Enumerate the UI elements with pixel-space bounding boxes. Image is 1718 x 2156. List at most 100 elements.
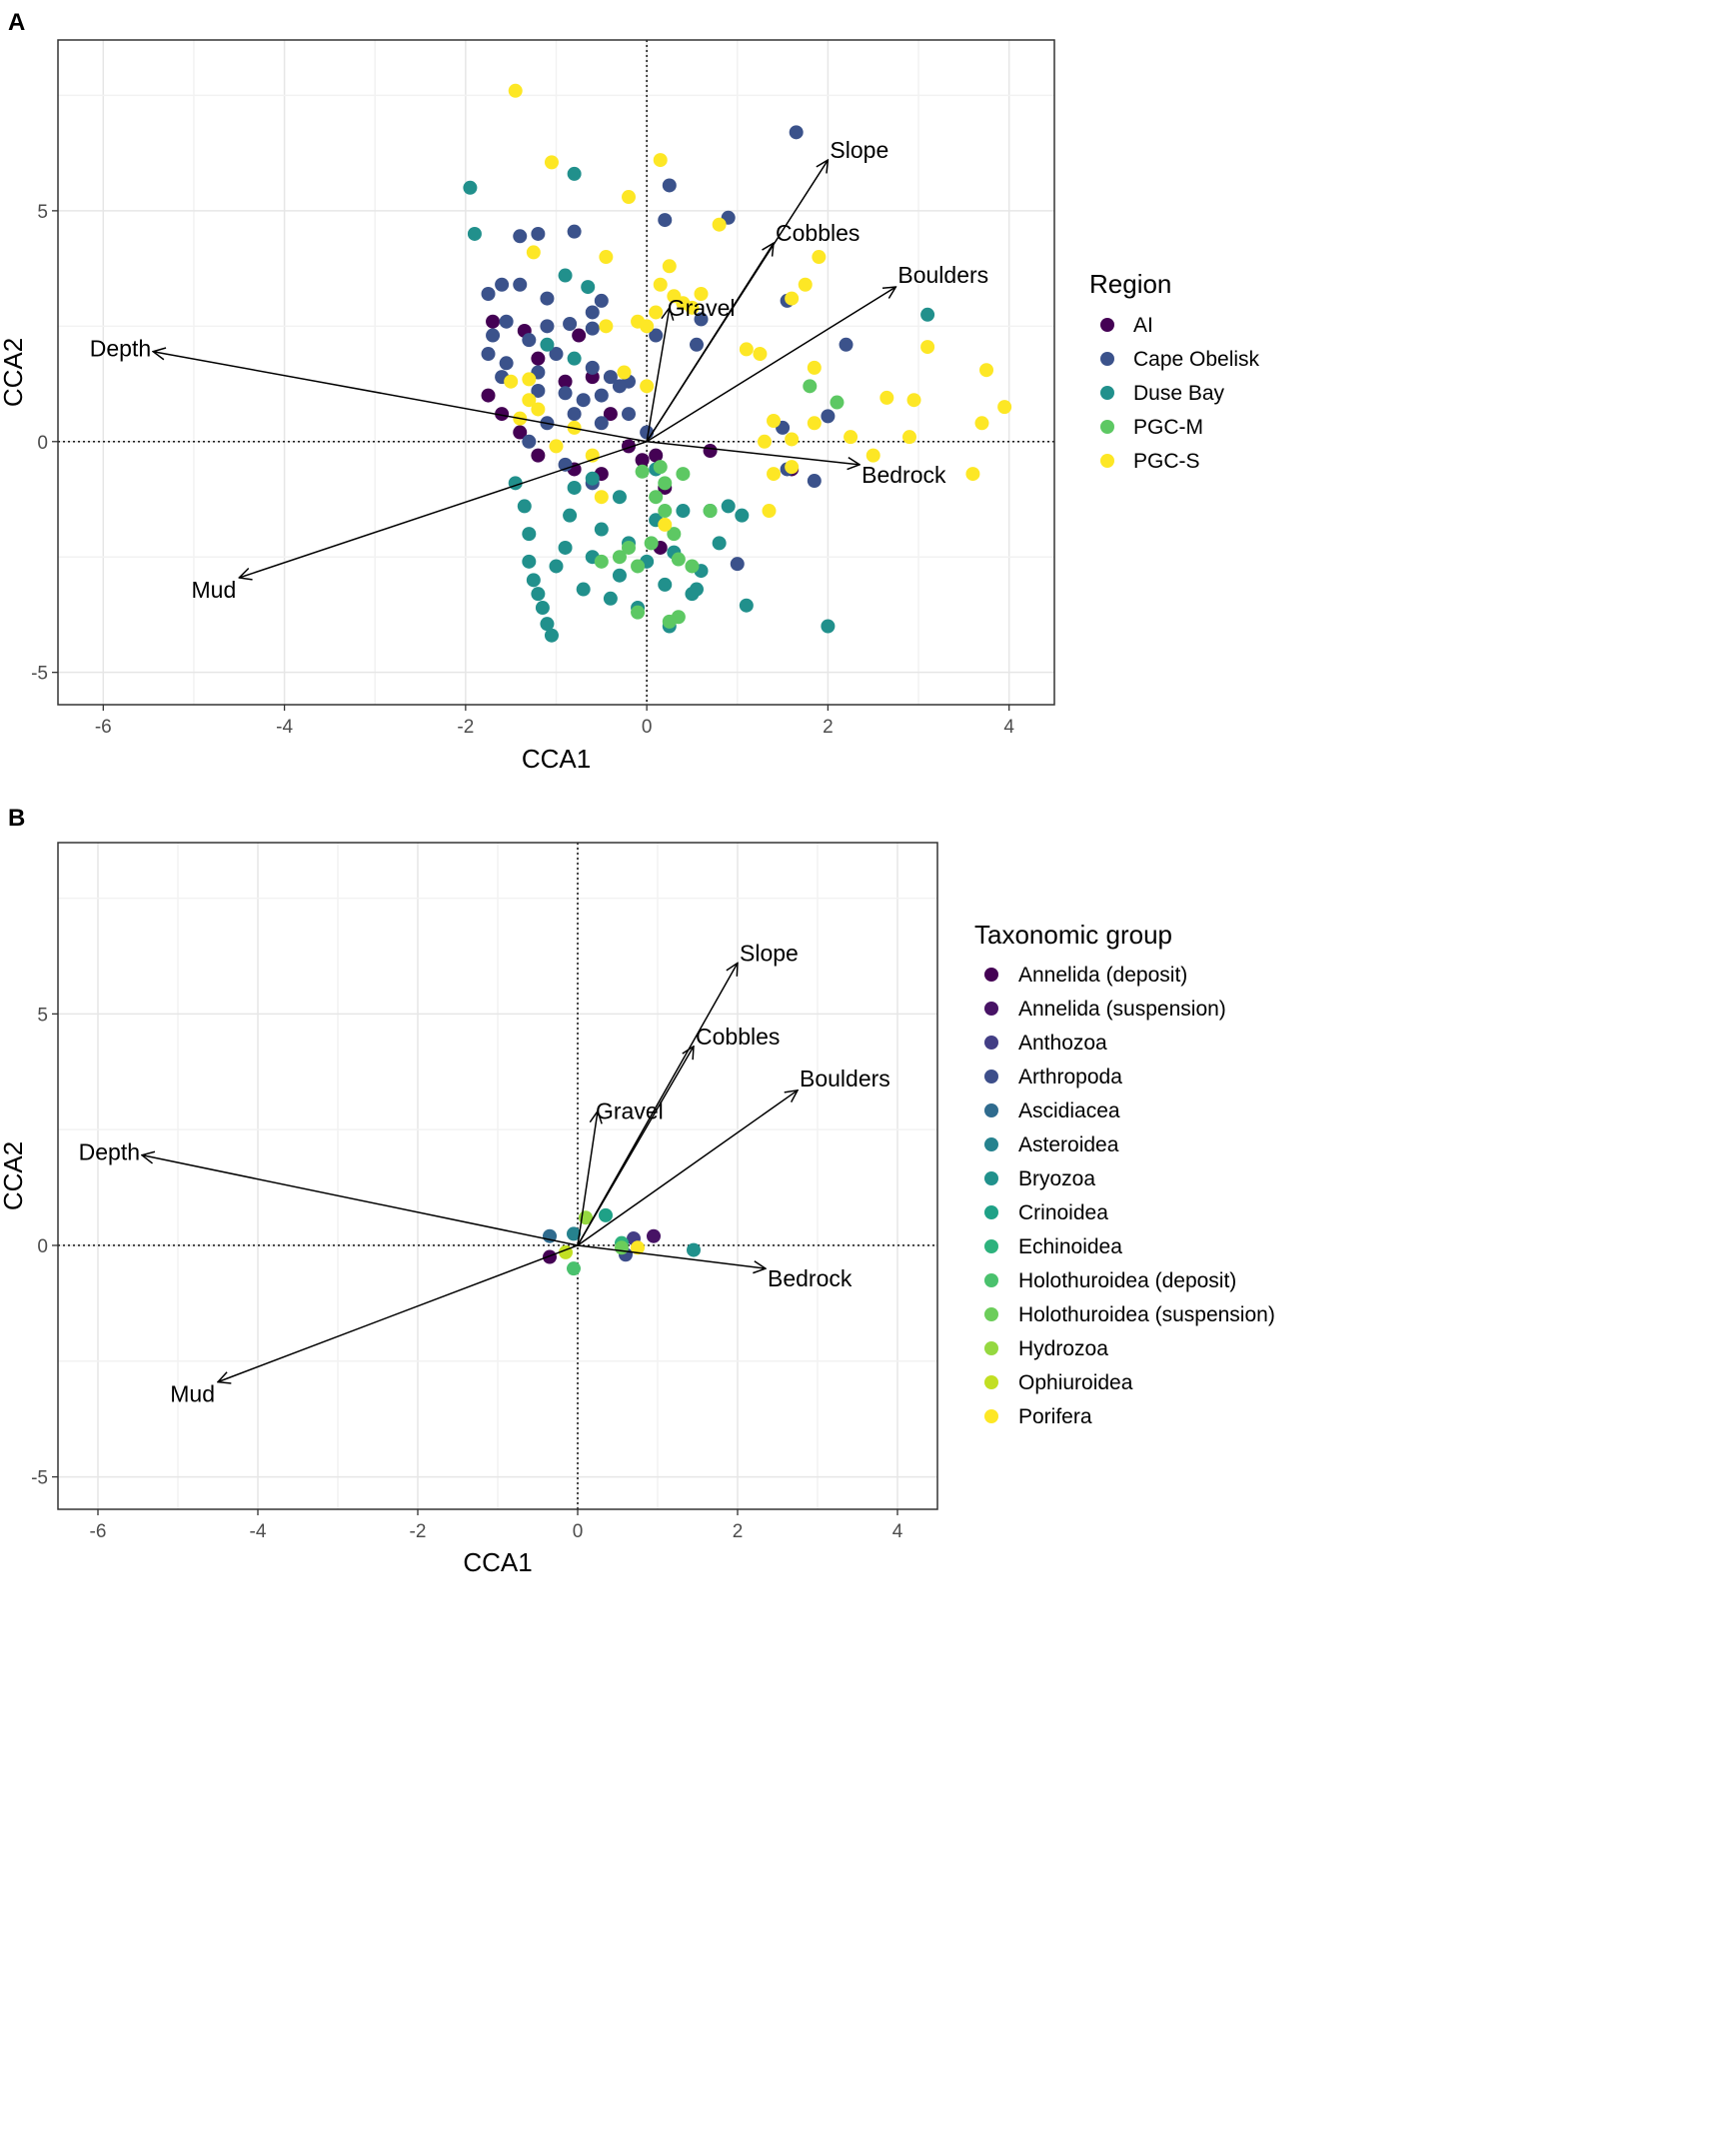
x-tick-label: 0 bbox=[642, 717, 653, 738]
vector-bedrock bbox=[647, 441, 859, 465]
legend-key bbox=[1100, 318, 1114, 332]
point-pgc-s bbox=[631, 314, 646, 329]
vector-label-gravel: Gravel bbox=[668, 295, 736, 321]
point-duse-bay bbox=[549, 559, 564, 574]
x-axis-title: CCA1 bbox=[463, 1547, 532, 1577]
point-pgc-s bbox=[753, 347, 768, 362]
vector-boulders bbox=[646, 287, 895, 443]
point-pgc-m bbox=[658, 504, 673, 519]
point-cape-obelisk bbox=[585, 321, 600, 336]
plot-border bbox=[57, 39, 1055, 706]
point-ai bbox=[703, 444, 718, 459]
point-duse-bay bbox=[581, 280, 596, 295]
point-pgc-m bbox=[703, 504, 718, 519]
point-pgc-s bbox=[785, 460, 800, 475]
point-pgc-m bbox=[662, 614, 677, 629]
vector-label-depth: Depth bbox=[79, 1139, 140, 1165]
vector-label-boulders: Boulders bbox=[800, 1066, 890, 1091]
point-pgc-s bbox=[901, 430, 916, 445]
legend-key bbox=[984, 1273, 998, 1287]
vector-boulders bbox=[577, 1090, 798, 1246]
point-pgc-s bbox=[807, 416, 822, 431]
legend-label: Echinoidea bbox=[1018, 1235, 1122, 1258]
point-pgc-s bbox=[658, 517, 673, 532]
point-cape-obelisk bbox=[594, 416, 609, 431]
point-duse-bay bbox=[594, 522, 609, 537]
legend-title: Region bbox=[1089, 269, 1171, 299]
panel-a: A Slope Cobbles Boulders Gravel Depth Bedrock M… bbox=[0, 9, 1260, 774]
point-cape-obelisk bbox=[730, 557, 745, 572]
point-duse-bay bbox=[735, 508, 750, 523]
legend-key bbox=[984, 1375, 998, 1389]
point-pgc-m bbox=[622, 540, 637, 555]
legend-label: Ascidiacea bbox=[1018, 1099, 1120, 1122]
legend-label: Hydrozoa bbox=[1018, 1337, 1108, 1360]
legend-label: Ophiuroidea bbox=[1018, 1371, 1133, 1394]
point-cape-obelisk bbox=[558, 386, 573, 401]
point-pgc-s bbox=[920, 340, 935, 355]
point-pgc-s bbox=[622, 190, 637, 205]
vector-depth bbox=[153, 352, 648, 443]
vector-label-cobbles: Cobbles bbox=[696, 1024, 780, 1050]
point-cape-obelisk bbox=[603, 370, 618, 385]
x-tick-label: -6 bbox=[90, 1521, 107, 1542]
point-cape-obelisk bbox=[689, 337, 704, 352]
point-pgc-m bbox=[631, 559, 646, 574]
legend-key bbox=[984, 1307, 998, 1321]
point-pgc-s bbox=[522, 393, 537, 408]
point-duse-bay bbox=[612, 490, 627, 505]
legend-label: Arthropoda bbox=[1018, 1066, 1122, 1088]
point-duse-bay bbox=[467, 226, 482, 241]
point-ai bbox=[495, 407, 510, 422]
legend-key bbox=[984, 1070, 998, 1083]
legend-key bbox=[984, 1002, 998, 1016]
legend-label: Duse Bay bbox=[1133, 382, 1225, 405]
point-ai bbox=[531, 448, 546, 463]
point-pgc-s bbox=[879, 390, 894, 405]
point-cape-obelisk bbox=[522, 434, 537, 449]
y-axis-title: CCA2 bbox=[0, 1141, 28, 1210]
point-pgc-s bbox=[599, 250, 614, 265]
point-bryozoa bbox=[687, 1242, 701, 1257]
point-pgc-s bbox=[685, 300, 700, 315]
point-pgc-s bbox=[767, 413, 782, 428]
x-axis-title: CCA1 bbox=[522, 744, 591, 774]
point-pgc-m bbox=[685, 559, 700, 574]
point-annelida-deposit- bbox=[543, 1249, 557, 1264]
x-tick-label: 4 bbox=[892, 1521, 903, 1542]
point-pgc-s bbox=[767, 467, 782, 482]
point-pgc-m bbox=[653, 460, 668, 475]
point-duse-bay bbox=[585, 471, 600, 486]
legend-key bbox=[984, 1036, 998, 1050]
legend-label: Porifera bbox=[1018, 1405, 1092, 1428]
point-cape-obelisk bbox=[481, 347, 496, 362]
legend-key bbox=[984, 1239, 998, 1253]
point-cape-obelisk bbox=[694, 312, 709, 327]
point-duse-bay bbox=[658, 577, 673, 592]
point-pgc-s bbox=[617, 365, 632, 380]
point-pgc-s bbox=[599, 319, 614, 334]
vector-label-bedrock: Bedrock bbox=[768, 1265, 853, 1291]
point-duse-bay bbox=[558, 268, 573, 283]
point-pgc-s bbox=[974, 416, 989, 431]
vector-label-bedrock: Bedrock bbox=[861, 462, 946, 488]
point-cape-obelisk bbox=[658, 213, 673, 228]
x-tick-label: -4 bbox=[276, 717, 293, 738]
point-cape-obelisk bbox=[567, 407, 582, 422]
point-duse-bay bbox=[567, 166, 582, 181]
point-cape-obelisk bbox=[499, 314, 514, 329]
point-duse-bay bbox=[517, 499, 532, 514]
legend-label: Cape Obelisk bbox=[1133, 348, 1260, 371]
point-ai bbox=[531, 351, 546, 366]
point-asteroidea bbox=[567, 1226, 581, 1241]
point-duse-bay bbox=[721, 499, 736, 514]
point-duse-bay bbox=[531, 587, 546, 602]
point-duse-bay bbox=[576, 582, 591, 597]
plot-border bbox=[57, 842, 938, 1510]
point-cape-obelisk bbox=[513, 229, 528, 244]
vector-mud bbox=[218, 1244, 579, 1382]
legend-key bbox=[1100, 420, 1114, 434]
point-pgc-s bbox=[662, 259, 677, 274]
point-cape-obelisk bbox=[622, 407, 637, 422]
